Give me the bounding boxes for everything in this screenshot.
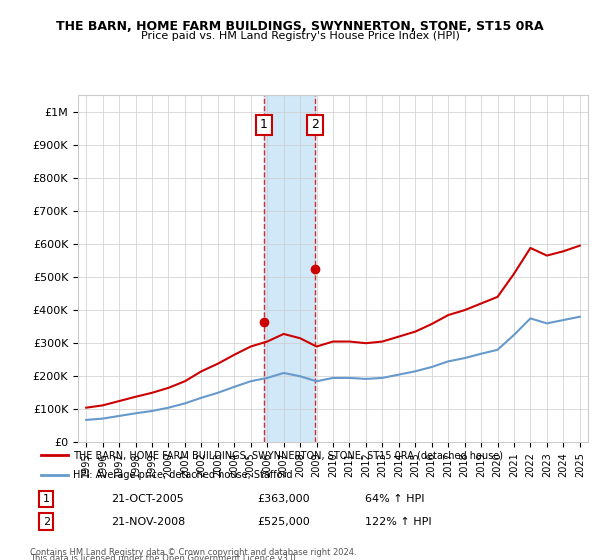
Text: This data is licensed under the Open Government Licence v3.0.: This data is licensed under the Open Gov… — [30, 554, 298, 560]
Text: 2: 2 — [43, 517, 50, 527]
Text: 64% ↑ HPI: 64% ↑ HPI — [365, 494, 424, 504]
Text: 21-NOV-2008: 21-NOV-2008 — [111, 517, 185, 527]
Text: 2: 2 — [311, 119, 319, 132]
Text: HPI: Average price, detached house, Stafford: HPI: Average price, detached house, Staf… — [73, 470, 293, 479]
Text: 1: 1 — [260, 119, 268, 132]
Text: Price paid vs. HM Land Registry's House Price Index (HPI): Price paid vs. HM Land Registry's House … — [140, 31, 460, 41]
Text: 21-OCT-2005: 21-OCT-2005 — [111, 494, 184, 504]
Text: £525,000: £525,000 — [257, 517, 310, 527]
Text: 1: 1 — [43, 494, 50, 504]
Text: £363,000: £363,000 — [257, 494, 310, 504]
Bar — [264, 95, 315, 442]
Text: THE BARN, HOME FARM BUILDINGS, SWYNNERTON, STONE, ST15 0RA (detached house): THE BARN, HOME FARM BUILDINGS, SWYNNERTO… — [73, 450, 503, 460]
Text: 122% ↑ HPI: 122% ↑ HPI — [365, 517, 431, 527]
Text: Contains HM Land Registry data © Crown copyright and database right 2024.: Contains HM Land Registry data © Crown c… — [30, 548, 356, 557]
Text: THE BARN, HOME FARM BUILDINGS, SWYNNERTON, STONE, ST15 0RA: THE BARN, HOME FARM BUILDINGS, SWYNNERTO… — [56, 20, 544, 32]
